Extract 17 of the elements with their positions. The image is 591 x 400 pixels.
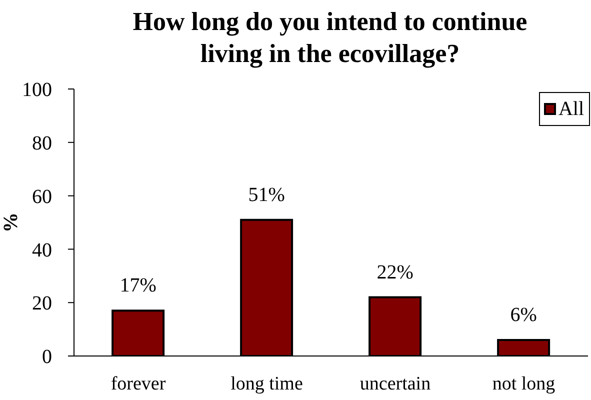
- data-label: 51%: [248, 184, 285, 206]
- data-label: 17%: [120, 274, 156, 297]
- y-tick-label: 60: [32, 186, 52, 208]
- legend-label: All: [558, 97, 584, 122]
- y-tick-label: 80: [32, 132, 52, 154]
- y-axis-title: %: [0, 212, 22, 232]
- data-label: 6%: [510, 304, 537, 326]
- x-tick-label: forever: [110, 373, 166, 394]
- chart-title: How long do you intend to continue living in the ecovillage?: [132, 6, 528, 70]
- data-label: 22%: [376, 261, 414, 284]
- x-tick-label: not long: [492, 373, 556, 394]
- x-tick-label: uncertain: [360, 373, 432, 394]
- y-tick-label: 100: [22, 79, 52, 102]
- y-tick-label: 0: [42, 346, 52, 368]
- y-tick-label: 20: [32, 292, 52, 315]
- x-tick-label: long time: [230, 373, 303, 394]
- y-tick-label: 40: [32, 239, 52, 262]
